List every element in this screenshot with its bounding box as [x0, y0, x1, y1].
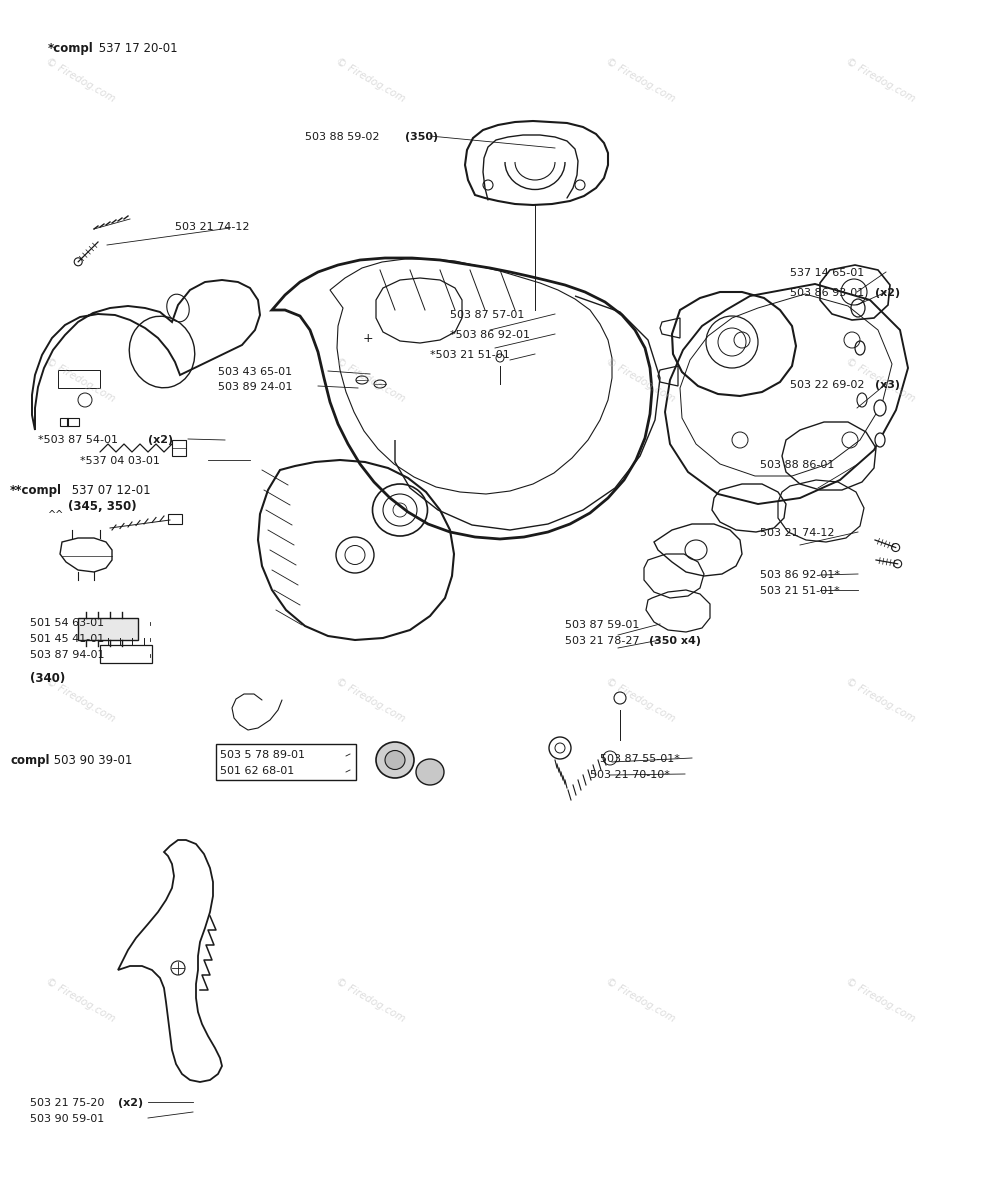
Text: compl: compl	[10, 754, 49, 767]
Text: 503 90 39-01: 503 90 39-01	[50, 754, 132, 767]
Ellipse shape	[892, 544, 900, 552]
Text: 503 87 57-01: 503 87 57-01	[450, 310, 525, 320]
Text: © Firedog.com: © Firedog.com	[844, 56, 917, 104]
Bar	[67, 418, 79, 426]
Text: (350 x4): (350 x4)	[649, 636, 701, 646]
Text: 501 45 41-01: 501 45 41-01	[30, 634, 105, 644]
Text: 503 21 75-20: 503 21 75-20	[30, 1098, 108, 1108]
Bar	[172, 440, 186, 456]
Text: © Firedog.com: © Firedog.com	[604, 676, 677, 724]
Text: 503 86 92-01*: 503 86 92-01*	[760, 570, 840, 580]
Ellipse shape	[874, 400, 886, 416]
Text: © Firedog.com: © Firedog.com	[43, 56, 117, 104]
Text: 503 89 24-01: 503 89 24-01	[218, 382, 292, 392]
Text: © Firedog.com: © Firedog.com	[334, 356, 406, 404]
Ellipse shape	[894, 560, 902, 568]
Text: 503 87 59-01: 503 87 59-01	[565, 620, 639, 630]
Text: *503 21 51-01: *503 21 51-01	[430, 350, 510, 360]
Text: 503 87 55-01*: 503 87 55-01*	[600, 754, 680, 764]
Bar	[60, 418, 68, 426]
Ellipse shape	[385, 750, 405, 769]
Text: 537 07 12-01: 537 07 12-01	[68, 484, 150, 497]
Text: 503 21 74-12: 503 21 74-12	[760, 528, 835, 538]
Bar	[100, 646, 152, 662]
Text: 503 21 70-10*: 503 21 70-10*	[590, 770, 670, 780]
Text: © Firedog.com: © Firedog.com	[334, 676, 406, 724]
Text: 501 62 68-01: 501 62 68-01	[220, 766, 294, 776]
Text: 537 14 65-01: 537 14 65-01	[790, 268, 864, 278]
Text: *503 86 92-01: *503 86 92-01	[450, 330, 530, 340]
Text: 503 88 59-02: 503 88 59-02	[305, 132, 383, 142]
Text: © Firedog.com: © Firedog.com	[844, 356, 917, 404]
Text: 503 22 69-02: 503 22 69-02	[790, 380, 868, 390]
Ellipse shape	[875, 433, 885, 446]
Text: *compl: *compl	[48, 42, 94, 55]
Text: ^^: ^^	[48, 510, 64, 520]
Text: 503 43 65-01: 503 43 65-01	[218, 367, 292, 377]
Text: © Firedog.com: © Firedog.com	[334, 56, 406, 104]
Text: 503 88 86-01: 503 88 86-01	[760, 460, 835, 470]
Text: *537 04 03-01: *537 04 03-01	[80, 456, 160, 466]
Text: 503 87 94-01: 503 87 94-01	[30, 650, 105, 660]
Text: +: +	[363, 331, 373, 344]
Text: 503 21 78-27: 503 21 78-27	[565, 636, 643, 646]
Text: 501 54 63-01: 501 54 63-01	[30, 618, 104, 628]
Text: © Firedog.com: © Firedog.com	[844, 676, 917, 724]
Text: (345, 350): (345, 350)	[68, 500, 136, 514]
Text: 503 90 59-01: 503 90 59-01	[30, 1114, 105, 1124]
Text: © Firedog.com: © Firedog.com	[604, 56, 677, 104]
Text: © Firedog.com: © Firedog.com	[43, 676, 117, 724]
Text: **compl: **compl	[10, 484, 62, 497]
Text: © Firedog.com: © Firedog.com	[43, 356, 117, 404]
Text: © Firedog.com: © Firedog.com	[604, 976, 677, 1024]
Text: 503 86 93-01: 503 86 93-01	[790, 288, 867, 298]
Ellipse shape	[74, 258, 82, 265]
Text: (x2): (x2)	[148, 434, 173, 445]
Text: (x2): (x2)	[118, 1098, 143, 1108]
Text: (x3): (x3)	[875, 380, 900, 390]
Text: (350): (350)	[405, 132, 438, 142]
Text: © Firedog.com: © Firedog.com	[844, 976, 917, 1024]
Text: (340): (340)	[30, 672, 65, 685]
Ellipse shape	[376, 742, 414, 778]
Bar	[78, 618, 138, 640]
Text: © Firedog.com: © Firedog.com	[43, 976, 117, 1024]
Bar	[216, 744, 356, 780]
Text: (x2): (x2)	[875, 288, 900, 298]
Text: © Firedog.com: © Firedog.com	[604, 356, 677, 404]
Bar	[168, 514, 182, 524]
Text: 503 21 74-12: 503 21 74-12	[175, 222, 250, 232]
Text: *503 87 54-01: *503 87 54-01	[38, 434, 122, 445]
Text: 503 21 51-01*: 503 21 51-01*	[760, 586, 840, 596]
Ellipse shape	[416, 758, 444, 785]
Text: © Firedog.com: © Firedog.com	[334, 976, 406, 1024]
Text: 503 5 78 89-01: 503 5 78 89-01	[220, 750, 305, 760]
Text: 537 17 20-01: 537 17 20-01	[95, 42, 178, 55]
